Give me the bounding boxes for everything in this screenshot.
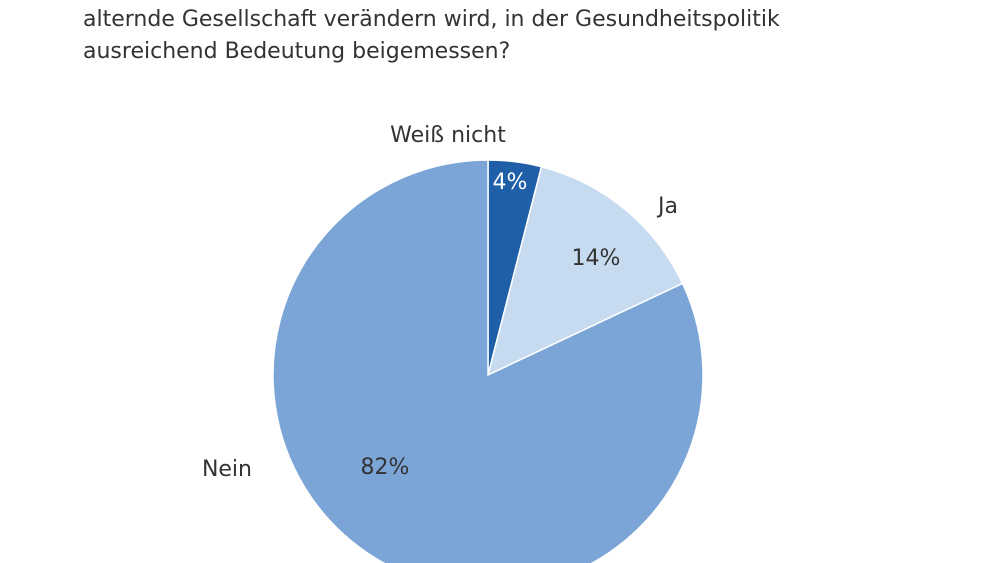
chart-title-line: ausreichend Bedeutung beigemessen? bbox=[83, 39, 510, 64]
pie-slice bbox=[486, 165, 684, 377]
pie-slice bbox=[272, 159, 704, 563]
value-label: 82% bbox=[361, 455, 410, 480]
value-label: 14% bbox=[572, 246, 621, 271]
chart-title-line: alternde Gesellschaft verändern wird, in… bbox=[83, 7, 780, 32]
category-label: Weiß nicht bbox=[390, 123, 506, 148]
category-label: Nein bbox=[202, 457, 252, 482]
value-label: 4% bbox=[493, 170, 528, 195]
category-label: Ja bbox=[656, 194, 678, 219]
